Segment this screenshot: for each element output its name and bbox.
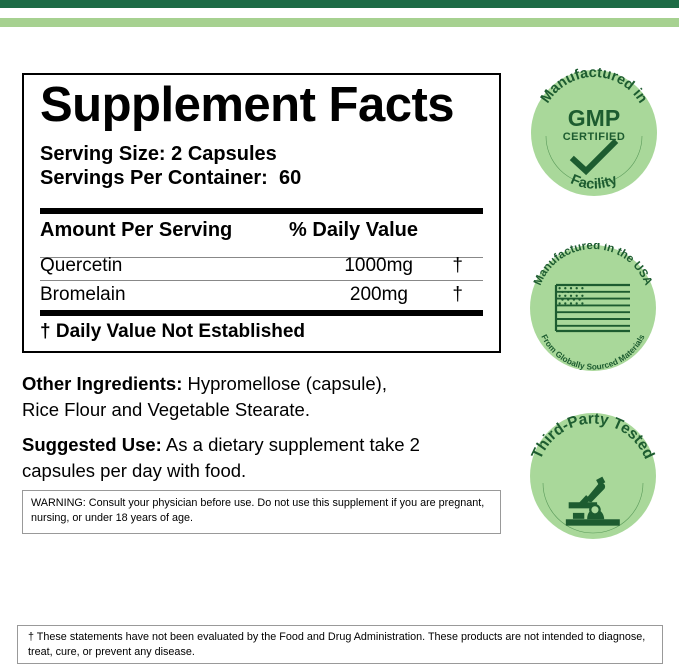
svg-text:GMP: GMP <box>568 105 620 131</box>
